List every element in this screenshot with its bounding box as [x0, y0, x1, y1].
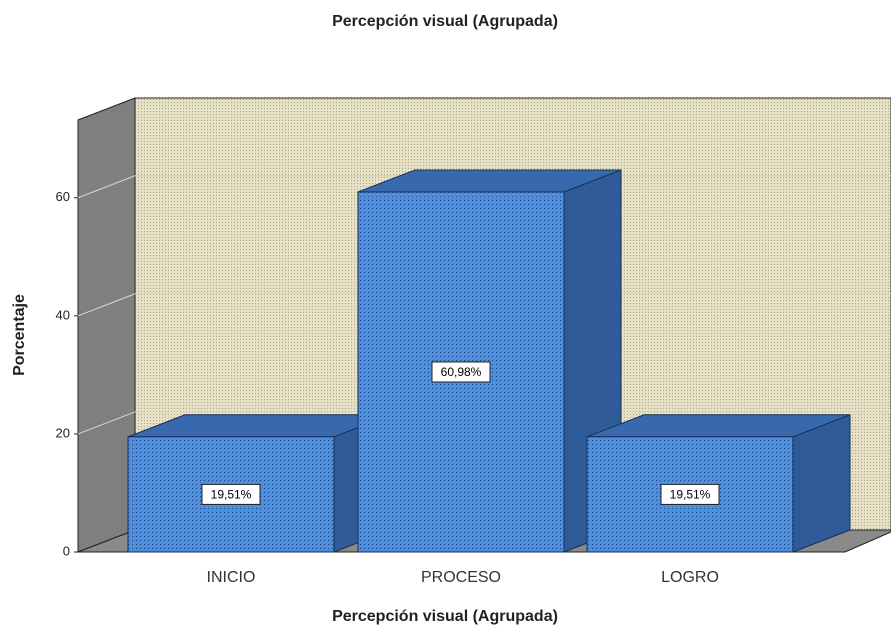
grid-line	[77, 411, 136, 435]
grid-line	[77, 293, 136, 317]
side-wall	[77, 97, 136, 553]
grid-line	[77, 175, 136, 199]
y-tick-label: 20	[56, 425, 70, 440]
value-label-box	[201, 483, 261, 505]
x-tick-label: LOGRO	[661, 569, 719, 586]
y-tick-label: 0	[63, 543, 70, 558]
y-tick-label: 60	[56, 189, 70, 204]
chart-title: Percepción visual (Agrupada)	[332, 13, 558, 30]
value-label-box	[660, 483, 720, 505]
x-axis-title: Percepción visual (Agrupada)	[332, 608, 558, 625]
x-tick-label: PROCESO	[421, 569, 501, 586]
value-label: 60,98%	[441, 365, 482, 379]
value-label: 19,51%	[670, 488, 711, 502]
x-tick-label: INICIO	[207, 569, 256, 586]
bar-side	[792, 414, 851, 553]
bar	[586, 436, 794, 553]
y-tick-label: 40	[56, 307, 70, 322]
value-label: 19,51%	[211, 488, 252, 502]
y-axis-title: Porcentaje	[11, 294, 28, 376]
value-label-box	[431, 361, 491, 383]
